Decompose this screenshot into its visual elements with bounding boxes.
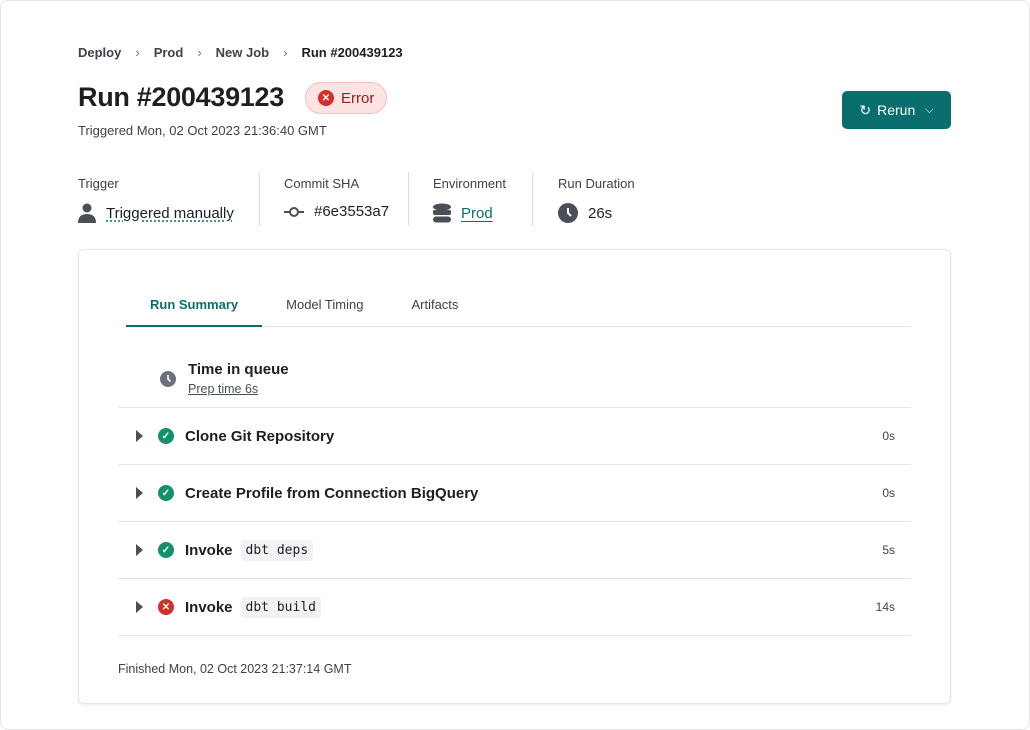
divider <box>259 172 260 226</box>
chevron-right-icon: › <box>135 45 140 60</box>
step-row[interactable]: ✓ Clone Git Repository 0s <box>118 408 911 465</box>
divider <box>408 172 409 226</box>
divider <box>532 172 533 226</box>
tab-bar: Run Summary Model Timing Artifacts <box>126 290 911 327</box>
step-row[interactable]: ✓ Invoke dbt deps 5s <box>118 522 911 579</box>
step-duration: 0s <box>882 486 895 500</box>
step-row[interactable]: ✓ Create Profile from Connection BigQuer… <box>118 465 911 522</box>
expand-caret-icon[interactable] <box>136 430 143 442</box>
step-duration: 0s <box>882 429 895 443</box>
meta-label: Run Duration <box>558 176 635 191</box>
breadcrumb-deploy[interactable]: Deploy <box>78 45 122 60</box>
meta-label: Trigger <box>78 176 119 191</box>
meta-environment: Environment Prod <box>433 176 506 226</box>
meta-trigger: Trigger Triggered manually <box>78 176 234 226</box>
rerun-button[interactable]: ↻ Rerun ⌵ <box>842 91 951 129</box>
finished-time: Finished Mon, 02 Oct 2023 21:37:14 GMT <box>118 662 352 676</box>
expand-caret-icon[interactable] <box>136 544 143 556</box>
triggered-time: Triggered Mon, 02 Oct 2023 21:36:40 GMT <box>78 123 327 138</box>
x-circle-icon: ✕ <box>158 599 174 615</box>
step-title: Create Profile from Connection BigQuery <box>185 484 479 502</box>
breadcrumb: Deploy › Prod › New Job › Run #200439123 <box>78 45 403 60</box>
step-command: dbt build <box>240 596 321 618</box>
expand-caret-icon[interactable] <box>136 601 143 613</box>
prep-time-link[interactable]: Prep time 6s <box>188 381 259 396</box>
meta-duration: Run Duration 26s <box>558 176 635 226</box>
step-title: Invoke <box>185 541 233 559</box>
step-title: Clone Git Repository <box>185 427 335 445</box>
breadcrumb-job[interactable]: New Job <box>215 45 270 60</box>
breadcrumb-current: Run #200439123 <box>301 45 403 60</box>
check-circle-icon: ✓ <box>158 485 174 501</box>
rerun-label: Rerun <box>877 102 916 118</box>
step-row[interactable]: ✕ Invoke dbt build 14s <box>118 579 911 636</box>
meta-label: Commit SHA <box>284 176 360 191</box>
status-label: Error <box>341 89 375 107</box>
x-circle-icon: ✕ <box>318 90 334 106</box>
environment-link[interactable]: Prod <box>461 204 493 222</box>
queue-title: Time in queue <box>188 360 289 378</box>
check-circle-icon: ✓ <box>158 542 174 558</box>
chevron-right-icon: › <box>197 45 202 60</box>
step-duration: 5s <box>882 543 895 557</box>
tab-model-timing[interactable]: Model Timing <box>286 297 364 312</box>
breadcrumb-prod[interactable]: Prod <box>153 45 184 60</box>
expand-caret-icon[interactable] <box>136 487 143 499</box>
clock-icon <box>160 371 176 387</box>
status-badge: ✕ Error <box>305 82 388 114</box>
tab-run-summary[interactable]: Run Summary <box>126 290 263 327</box>
chevron-down-icon: ⌵ <box>925 103 934 116</box>
database-icon <box>433 203 451 223</box>
queue-row: Time in queue Prep time 6s <box>118 351 911 408</box>
tab-artifacts[interactable]: Artifacts <box>411 297 459 312</box>
run-card <box>78 249 951 704</box>
user-icon <box>78 203 96 223</box>
chevron-right-icon: › <box>283 45 288 60</box>
meta-label: Environment <box>433 176 506 191</box>
step-duration: 14s <box>875 600 895 614</box>
step-title: Invoke <box>185 598 233 616</box>
commit-value: #6e3553a7 <box>314 203 390 220</box>
trigger-value[interactable]: Triggered manually <box>106 204 234 222</box>
meta-commit: Commit SHA #6e3553a7 <box>284 176 389 226</box>
commit-icon <box>284 206 304 217</box>
refresh-icon: ↻ <box>859 101 872 118</box>
check-circle-icon: ✓ <box>158 428 174 444</box>
step-command: dbt deps <box>240 539 314 561</box>
clock-icon <box>558 203 578 223</box>
page-title: Run #200439123 <box>78 82 284 112</box>
duration-value: 26s <box>588 204 613 222</box>
